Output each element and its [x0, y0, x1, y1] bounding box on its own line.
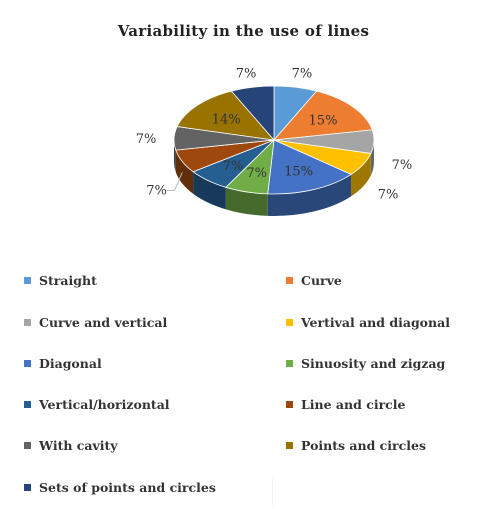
legend-item: Diagonal: [24, 356, 102, 371]
legend-swatch: [286, 277, 293, 284]
legend-item: Line and circle: [286, 397, 405, 412]
legend-label: Diagonal: [39, 356, 102, 371]
pie-slice-10: [230, 85, 275, 142]
legend-label: Points and circles: [301, 438, 426, 453]
legend-swatch: [286, 319, 293, 326]
pie-slice-4: [267, 139, 352, 195]
pie-side-6: [193, 171, 226, 210]
data-label-0: 7%: [292, 67, 313, 82]
pie-side-5: [225, 187, 268, 216]
legend-label: Line and circle: [301, 397, 406, 412]
pie-side-8: [174, 140, 176, 173]
legend-label: Sinuosity and zigzag: [301, 356, 446, 371]
legend-item: With cavity: [24, 438, 118, 453]
legend-swatch: [286, 442, 293, 449]
data-label-1: 15%: [309, 113, 338, 128]
legend-item: Curve: [286, 273, 342, 288]
leader-line-7: [166, 172, 183, 191]
legend-swatch: [286, 401, 293, 408]
legend-swatch: [286, 360, 293, 367]
legend-label: Vertival and diagonal: [301, 315, 450, 330]
data-label-4: 15%: [284, 165, 313, 180]
pie-slice-1: [273, 90, 373, 141]
legend-item: Vertical/horizontal: [24, 397, 170, 412]
legend-item: Sinuosity and zigzag: [286, 356, 445, 371]
legend-label: Curve: [301, 273, 342, 288]
data-label-10: 7%: [236, 67, 257, 82]
legend-label: Straight: [39, 273, 97, 288]
legend-swatch: [24, 360, 31, 367]
legend-item: Points and circles: [286, 438, 426, 453]
chart-title: Variability in the use of lines: [117, 22, 370, 40]
pie-side-2: [370, 140, 374, 176]
data-label-6: 7%: [223, 159, 244, 174]
legend-swatch: [24, 319, 31, 326]
legend-label: Curve and vertical: [39, 315, 168, 330]
legend-swatch: [24, 442, 31, 449]
legend-divider: [272, 478, 273, 506]
legend-swatch: [24, 484, 31, 491]
legend-label: Vertical/horizontal: [39, 397, 170, 412]
legend-item: Straight: [24, 273, 97, 288]
data-label-9: 14%: [212, 113, 241, 128]
legend-swatch: [24, 277, 31, 284]
legend-swatch: [24, 401, 31, 408]
legend-label: With cavity: [39, 438, 118, 453]
pie-side-7: [175, 150, 194, 194]
data-label-8: 7%: [136, 132, 157, 147]
data-label-2: 7%: [392, 158, 413, 173]
data-label-7: 7%: [146, 183, 167, 198]
legend-item: Curve and vertical: [24, 315, 167, 330]
legend-label: Sets of points and circles: [39, 480, 216, 495]
data-label-3: 7%: [378, 187, 399, 202]
legend-item: Vertival and diagonal: [286, 315, 450, 330]
pie-side-3: [351, 153, 371, 197]
data-label-5: 7%: [246, 166, 267, 181]
legend-item: Sets of points and circles: [24, 480, 216, 495]
pie-slice-9: [176, 90, 276, 141]
